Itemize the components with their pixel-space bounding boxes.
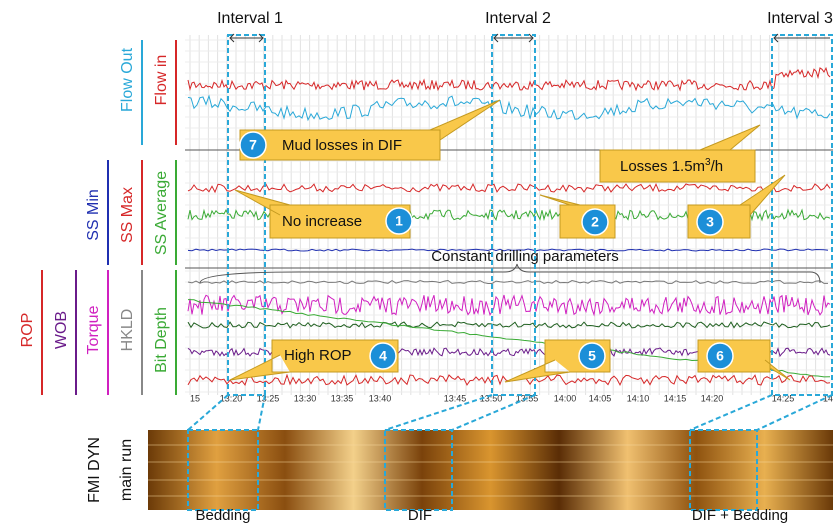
time-tick-label: 15 [190,393,200,403]
track-label: Flow in [153,55,170,106]
interval-label: Interval 2 [485,10,551,27]
callout-text: /h [711,158,724,175]
image-label: DIF [408,507,432,523]
fmi-image [148,430,833,510]
time-tick-label: 14:00 [554,393,577,403]
time-tick-label: 14:15 [664,393,687,403]
time-tick-label: 13:20 [220,393,243,403]
time-tick-label: 14:10 [627,393,650,403]
callout-number: 4 [379,348,387,364]
callout-number: 6 [716,348,724,364]
interval-arrows [230,34,830,42]
track-label: FMI DYN [86,437,103,503]
track-label: main run [118,439,135,501]
time-tick-label: 13:30 [294,393,317,403]
callout-text: Mud losses in DIF [282,137,402,154]
callout-number: 3 [706,214,714,230]
track-label: Bit Depth [153,307,170,373]
callout-number: 1 [395,213,403,229]
time-tick-label: 14:20 [701,393,724,403]
trace [188,281,828,284]
track-label: Torque [85,305,102,354]
callout-text: Losses 1.5m [620,158,705,175]
trace [188,322,830,328]
image-label: Bedding [195,507,250,523]
trace [188,96,830,120]
time-tick-label: 13:40 [369,393,392,403]
brace [200,264,820,283]
track-label: SS Max [119,187,136,243]
interval-label: Interval 3 [767,10,833,27]
callout-number: 2 [591,214,599,230]
figure: Flow Out Flow in SS Min SS Max SS Averag… [0,0,833,523]
time-tick-label: 13:35 [331,393,354,403]
track-label: WOB [53,311,70,349]
time-tick-label: 14:05 [589,393,612,403]
callout-text: No increase [282,213,362,230]
callout-text: High ROP [284,347,352,364]
trace [188,184,830,192]
track-label: Flow Out [119,47,136,112]
time-tick-label: 13:45 [444,393,467,403]
track-label: ROP [19,313,36,348]
trace [188,68,830,90]
track-label: HKLD [119,309,136,352]
annotation: Constant drilling parameters [431,248,619,265]
callout-number: 5 [588,348,596,364]
callout-number: 7 [249,137,257,153]
image-label: DIF + Bedding [692,507,788,523]
interval-label: Interval 1 [217,10,283,27]
track-label: SS Average [153,171,170,255]
track-label: SS Min [85,189,102,241]
